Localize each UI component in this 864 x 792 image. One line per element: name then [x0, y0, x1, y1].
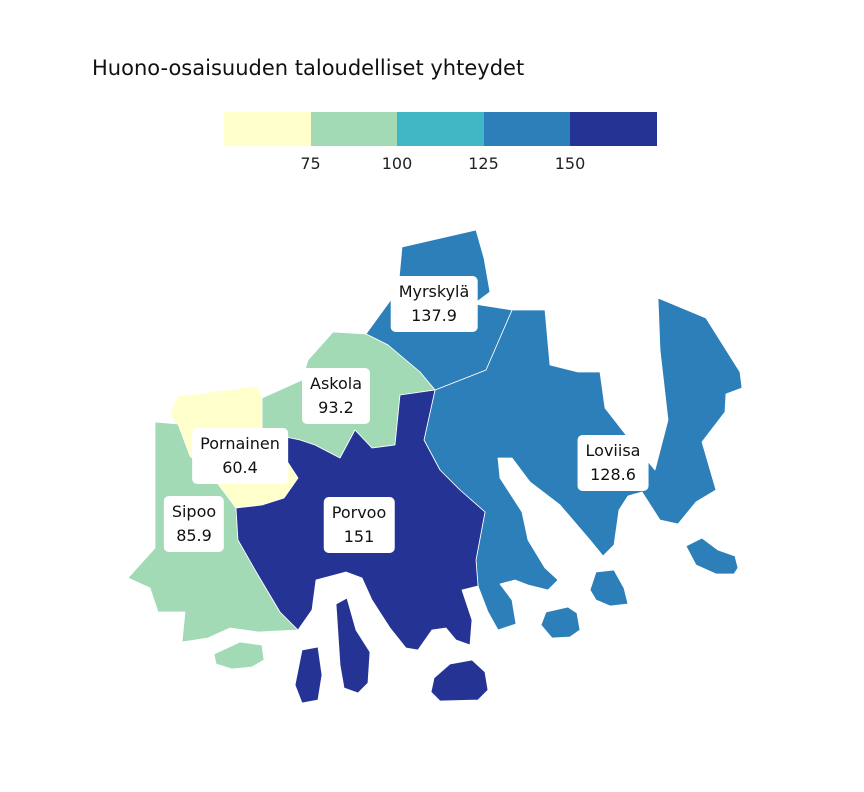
region-name: Sipoo	[171, 502, 217, 521]
region-value: 128.6	[590, 465, 636, 484]
region-name: Porvoo	[331, 503, 387, 522]
label-loviisa: Loviisa 128.6	[577, 435, 649, 491]
region-name: Loviisa	[585, 441, 641, 460]
legend-tick-125: 125	[468, 154, 499, 173]
legend-tick-150: 150	[554, 154, 586, 173]
label-porvoo: Porvoo 151	[323, 497, 395, 553]
region-name: Askola	[309, 374, 363, 393]
island-porvoo-1	[294, 646, 323, 704]
island-loviisa-2	[589, 569, 629, 607]
region-value: 85.9	[176, 526, 212, 545]
legend-swatch-5	[570, 112, 657, 146]
region-name: Pornainen	[200, 434, 280, 453]
legend-swatch-4	[483, 112, 570, 146]
island-sipoo	[213, 641, 265, 670]
map-title: Huono-osaisuuden taloudelliset yhteydet	[92, 56, 525, 80]
region-name: Myrskylä	[398, 282, 470, 301]
region-value: 60.4	[222, 458, 258, 477]
legend-swatch-3	[397, 112, 484, 146]
island-loviisa-3	[685, 537, 739, 575]
region-value: 93.2	[318, 398, 354, 417]
region-value: 151	[343, 527, 375, 546]
label-sipoo: Sipoo 85.9	[163, 496, 225, 552]
label-myrskyla: Myrskylä 137.9	[390, 276, 478, 332]
region-value: 137.9	[411, 306, 457, 325]
legend-tick-100: 100	[381, 154, 413, 173]
label-askola: Askola 93.2	[301, 368, 371, 424]
legend-tick-75: 75	[300, 154, 321, 173]
legend-swatch-2	[310, 112, 397, 146]
label-pornainen: Pornainen 60.4	[192, 428, 288, 484]
island-loviisa-1	[540, 606, 581, 639]
island-porvoo-3	[430, 659, 489, 702]
island-porvoo-2	[335, 597, 371, 694]
legend-swatch-1	[224, 112, 311, 146]
